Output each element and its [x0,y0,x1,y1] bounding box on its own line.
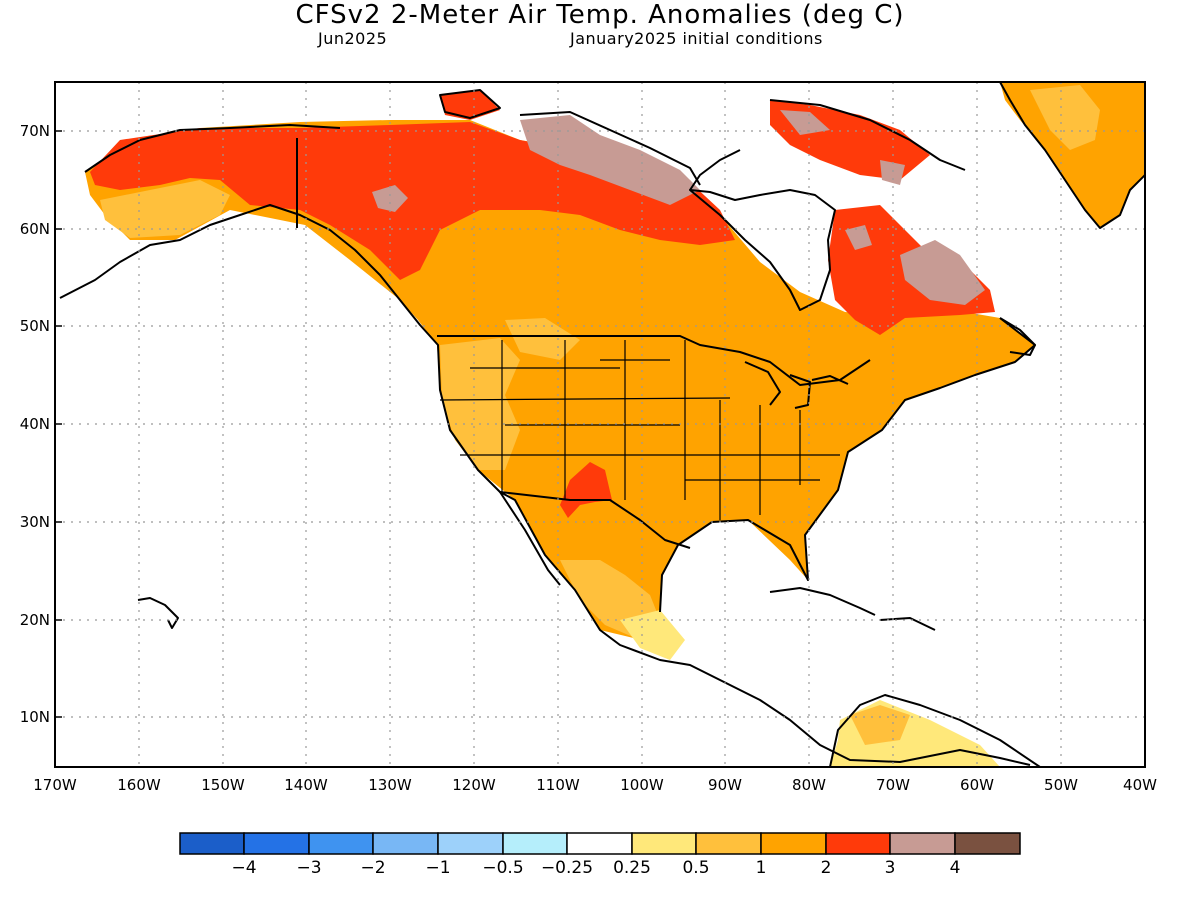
initial-conditions-label: January2025 initial conditions [570,29,823,48]
lon-label-100w: 100W [620,776,664,794]
lon-labels: 170W 160W 150W 140W 130W 120W 110W 100W … [33,776,1157,794]
anomaly-region-3-4-quebec-pocket [845,225,872,250]
colorbar-box-4 [372,832,439,855]
colorbar-box-7 [566,832,633,855]
lon-label-160w: 160W [117,776,161,794]
coastline-newfoundland [999,317,1036,356]
coastline-south-america [829,694,1041,767]
land-outlines [59,82,1145,767]
colorbar-label-4: −1 [425,858,450,878]
coastline-gulf-atlantic [659,317,1036,613]
coastline-hispaniola [879,617,936,631]
colorbar-label-8: 0.5 [682,858,709,878]
coastline-north-america [59,204,1031,766]
anomaly-region-0.5-1-plains [505,318,580,360]
lon-label-140w: 140W [284,776,328,794]
lat-label-60n: 60N [20,220,50,238]
anomaly-region-3-4-arctic-east [780,110,830,135]
anomaly-region-2-3-southwest [560,462,612,518]
lat-label-40n: 40N [20,415,50,433]
anomaly-region-0.25-0.5-central-america [620,610,685,660]
lon-label-70w: 70W [876,776,910,794]
colorbar-box-10 [760,832,827,855]
lat-label-70n: 70N [20,122,50,140]
canada-us-border [437,335,871,386]
coastline-alaska-north [84,124,341,173]
anomaly-region-0.5-1-greenland [1030,85,1100,150]
colorbar-label-2: −3 [296,858,321,878]
coastline-cuba [769,587,876,616]
lat-label-30n: 30N [20,513,50,531]
valid-month-label: Jun2025 [318,29,388,48]
lon-label-120w: 120W [452,776,496,794]
anomaly-region-3-4-yukon [372,185,408,212]
anomaly-region-3-4-baffin [520,115,700,205]
anomaly-region-3-4-labrador [900,240,985,305]
lon-label-170w: 170W [33,776,77,794]
coastline-greenland [999,82,1145,229]
lon-label-40w: 40W [1123,776,1157,794]
lon-label-60w: 60W [960,776,994,794]
colorbar-box-11 [825,832,891,855]
colorbar-box-2 [243,832,310,855]
lon-label-150w: 150W [201,776,245,794]
anomaly-region-0.5-1-alaska [100,180,230,238]
boundary-line-1 [439,397,731,401]
lon-label-90w: 90W [708,776,742,794]
lat-label-10n: 10N [20,708,50,726]
coastline-baffin [689,149,741,191]
colorbar-box-5 [437,832,504,855]
coastline-arctic-islands-3 [769,99,966,171]
colorbar-label-9: 1 [756,858,767,878]
lon-label-80w: 80W [792,776,826,794]
colorbar-box-12 [889,832,956,855]
colorbar: −4 −3 −2 −1 −0.5 −0.25 0.25 0.5 1 2 3 4 [179,832,1021,878]
colorbar-label-11: 3 [885,858,896,878]
lon-label-110w: 110W [536,776,580,794]
colorbar-box-6 [502,832,568,855]
anomaly-region-0.5-1-south-america [850,705,910,745]
colorbar-label-5: −0.5 [482,858,523,878]
anomaly-region-1-2 [85,120,1035,640]
graticule [55,82,1145,767]
lat-ticks [55,130,62,718]
coastline-baja [499,491,561,586]
colorbar-label-7: 0.25 [613,858,651,878]
anomaly-region-0.5-1-west [440,338,520,470]
lat-label-50n: 50N [20,317,50,335]
colorbar-box-13 [954,832,1021,855]
great-lakes [744,361,849,409]
anomaly-region-3-4-ellesmere [880,160,905,185]
colorbar-box-3 [308,832,374,855]
colorbar-label-10: 2 [821,858,832,878]
map-title: CFSv2 2-Meter Air Temp. Anomalies (deg C… [295,0,905,30]
map-plot-area [55,82,1145,767]
colorbar-label-6: −0.25 [541,858,593,878]
lat-labels: 70N 60N 50N 40N 30N 20N 10N [20,122,50,726]
state-boundaries [439,340,840,520]
colorbar-box-8 [631,832,697,855]
coastline-arctic-islands-2 [519,111,701,186]
colorbar-label-1: −4 [231,858,256,878]
colorbar-label-12: 4 [950,858,961,878]
coastline-hudson-bay [689,189,836,311]
coastline-hawaii [137,597,179,629]
colorbar-label-3: −2 [360,858,385,878]
colorbar-box-1 [179,832,245,855]
anomaly-shading [85,82,1145,767]
lat-label-20n: 20N [20,611,50,629]
coastline-arctic-islands-1 [439,89,501,119]
anomaly-region-1-2-greenland [1000,82,1145,228]
colorbar-box-9 [695,832,762,855]
lon-label-130w: 130W [368,776,412,794]
lon-label-50w: 50W [1044,776,1078,794]
